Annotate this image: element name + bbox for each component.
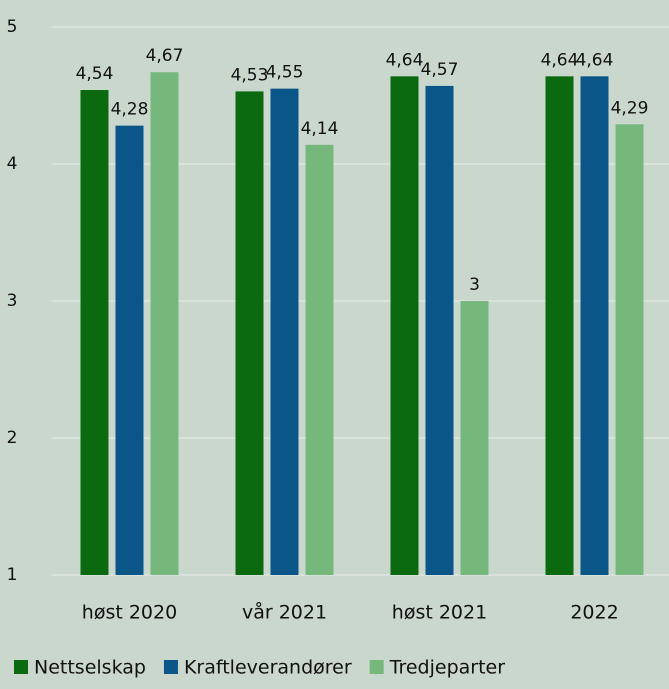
bar	[270, 88, 299, 576]
x-tick-label: høst 2020	[82, 602, 177, 624]
legend-swatch	[163, 660, 178, 674]
bar	[115, 125, 144, 575]
y-tick-label: 5	[7, 17, 18, 37]
value-label: 4,28	[111, 100, 149, 120]
bar	[425, 85, 454, 575]
x-tick-label: høst 2021	[392, 602, 487, 624]
value-label: 4,29	[611, 98, 649, 118]
y-tick-label: 3	[7, 291, 18, 311]
legend-swatch	[14, 660, 28, 674]
legend-swatch	[369, 660, 384, 674]
bar	[390, 76, 419, 575]
bar	[80, 90, 109, 576]
bar	[460, 301, 489, 575]
value-label: 4,64	[386, 50, 424, 70]
value-label: 4,64	[576, 50, 614, 70]
x-tick-label: vår 2021	[242, 601, 327, 624]
value-label: 4,53	[231, 65, 269, 85]
bar	[615, 124, 644, 576]
value-label: 4,54	[76, 64, 114, 84]
bar	[580, 76, 609, 575]
value-label: 4,64	[541, 50, 579, 70]
legend-label: Kraftleverandører	[184, 657, 352, 679]
bar	[545, 76, 574, 575]
y-tick-label: 2	[7, 428, 18, 448]
y-tick-label: 4	[7, 154, 18, 174]
y-tick-label: 1	[7, 565, 18, 585]
bar	[235, 91, 264, 575]
bar	[150, 72, 179, 576]
value-label: 4,57	[421, 60, 459, 80]
value-label: 4,67	[146, 46, 184, 66]
value-label: 3	[469, 275, 480, 295]
bar	[305, 144, 334, 575]
value-label: 4,55	[266, 63, 304, 83]
legend-label: Tredjeparter	[389, 657, 506, 679]
legend-label: Nettselskap	[34, 657, 146, 679]
x-tick-label: 2022	[570, 602, 618, 624]
value-label: 4,14	[301, 119, 339, 139]
